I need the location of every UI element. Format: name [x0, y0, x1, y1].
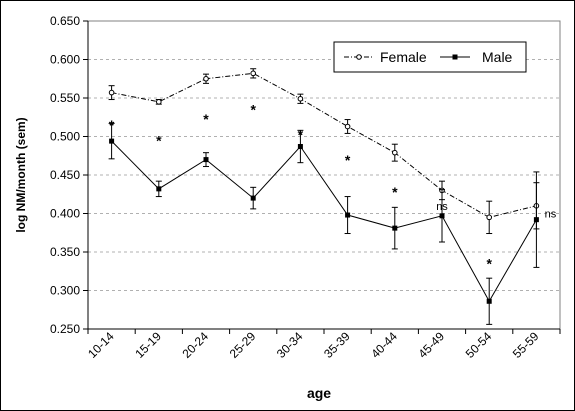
x-tick-label: 15-19 [132, 329, 164, 361]
legend: Female Male [333, 41, 527, 73]
y-tick-label: 0.350 [50, 245, 80, 259]
data-point-female [156, 99, 162, 105]
data-point-female [203, 75, 209, 82]
x-axis-title: age [307, 385, 331, 401]
legend-female-marker [356, 54, 362, 60]
data-point-male [486, 298, 492, 304]
x-tick-labels: 10-14 15-19 20-24 25-29 30-34 35-39 40-44 45-49… [85, 329, 542, 361]
x-tick-label: 55-59 [510, 329, 542, 361]
data-point-male [156, 186, 162, 192]
x-tick-label: 40-44 [368, 329, 400, 361]
significance-star: * [298, 126, 304, 142]
x-tick-label: 45-49 [416, 329, 448, 361]
series-line-male [111, 140, 537, 303]
data-point-female [344, 123, 351, 130]
significance-annotations: * * * * * * * ns * ns [109, 102, 557, 272]
significance-star: * [392, 184, 398, 200]
data-point-male [345, 212, 351, 218]
y-tick-label: 0.400 [50, 207, 80, 221]
y-tick-labels: 0.250 0.300 0.350 0.400 0.450 0.500 0.550 0.600… [50, 14, 80, 336]
y-axis-title: log NM/month (sem) [14, 117, 28, 232]
significance-star: * [486, 256, 492, 272]
x-tick-label: 50-54 [463, 329, 495, 361]
axes [83, 20, 561, 334]
significance-ns: ns [436, 201, 448, 213]
significance-star: * [250, 102, 256, 118]
data-point-male [109, 138, 115, 144]
y-tick-label: 0.500 [50, 130, 80, 144]
x-tick-label: 25-29 [227, 329, 259, 361]
data-point-male [297, 144, 303, 150]
data-point-female [250, 70, 256, 77]
significance-star: * [156, 133, 162, 149]
x-tick-label: 20-24 [180, 329, 212, 361]
y-tick-label: 0.650 [50, 14, 80, 28]
significance-star: * [203, 111, 209, 127]
gridlines [88, 59, 560, 291]
significance-ns: ns [545, 209, 557, 221]
y-tick-label: 0.550 [50, 91, 80, 105]
legend-female-label: Female [380, 49, 427, 65]
significance-star: * [345, 152, 351, 168]
data-point-female [486, 214, 493, 221]
data-point-male [439, 213, 445, 219]
x-tick-label: 35-39 [321, 329, 353, 361]
series-layer [108, 68, 540, 325]
series-line-female [111, 72, 537, 218]
legend-male-label: Male [482, 49, 513, 65]
y-tick-label: 0.600 [50, 53, 80, 67]
data-point-male [533, 217, 539, 223]
y-tick-label: 0.300 [50, 284, 80, 298]
data-point-male [203, 157, 209, 163]
data-point-female [297, 95, 304, 102]
y-tick-label: 0.450 [50, 168, 80, 182]
legend-male-marker [452, 54, 458, 60]
data-point-male [250, 195, 256, 201]
x-tick-label: 30-34 [274, 329, 306, 361]
significance-star: * [109, 117, 115, 133]
y-tick-label: 0.250 [50, 322, 80, 336]
data-point-female [108, 89, 115, 96]
data-point-female [392, 149, 398, 156]
data-point-male [392, 225, 398, 231]
x-tick-label: 10-14 [85, 329, 117, 361]
